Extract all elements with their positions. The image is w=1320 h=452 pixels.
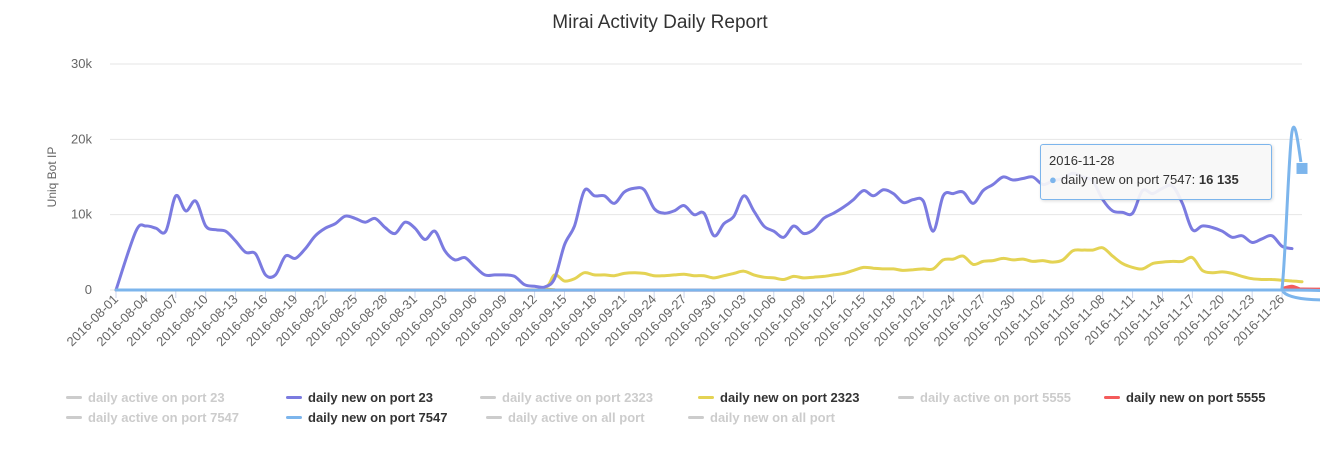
legend-swatch-icon [66,396,82,399]
legend-swatch-icon [1104,396,1120,399]
legend-item-daily-new-on-port-2323[interactable]: daily new on port 2323 [698,390,859,405]
y-tick-label: 20k [71,131,92,146]
legend-label: daily new on port 2323 [720,390,860,405]
tooltip-row: ● daily new on port 7547: 16 135 [1049,172,1239,187]
tooltip-marker [1295,161,1309,175]
series-line-daily-new-on-port-7547 [114,126,1320,302]
legend-label: daily new on port 5555 [1126,390,1266,405]
legend-label: daily active on port 7547 [88,410,240,425]
tooltip-point-marker [1295,161,1309,175]
legend-item-daily-active-on-port-2323[interactable]: daily active on port 2323 [480,390,653,405]
legend-label: daily active on port 2323 [502,390,654,405]
legend-item-daily-new-on-port-7547[interactable]: daily new on port 7547 [286,410,447,425]
y-axis-ticks: 0 10k 20k 30k [71,56,92,297]
legend-label: daily active on all port [508,410,645,425]
legend-item-daily-active-on-all-port[interactable]: daily active on all port [486,410,645,425]
legend-swatch-icon [698,396,714,399]
x-axis: 2016-08-012016-08-042016-08-072016-08-10… [63,289,1302,349]
legend-item-daily-new-on-port-23[interactable]: daily new on port 23 [286,390,433,405]
legend-item-daily-new-on-port-5555[interactable]: daily new on port 5555 [1104,390,1265,405]
legend-swatch-icon [480,396,496,399]
legend-swatch-icon [286,396,302,399]
legend-swatch-icon [286,416,302,419]
legend-item-daily-active-on-port-7547[interactable]: daily active on port 7547 [66,410,239,425]
tooltip-date: 2016-11-28 [1049,153,1115,168]
y-tick-label: 30k [71,56,92,71]
legend-label: daily active on port 5555 [920,390,1072,405]
legend-label: daily new on all port [710,410,835,425]
legend-label: daily new on port 7547 [308,410,448,425]
legend-swatch-icon [486,416,502,419]
y-tick-label: 10k [71,207,92,222]
y-axis-label: Uniq Bot IP [45,147,59,208]
legend-label: daily new on port 23 [308,390,433,405]
legend-label: daily active on port 23 [88,390,225,405]
legend-swatch-icon [688,416,704,419]
legend-item-daily-active-on-port-23[interactable]: daily active on port 23 [66,390,225,405]
legend-swatch-icon [66,416,82,419]
series-line-daily-new-on-port-2323 [114,246,1304,292]
tooltip-dot-icon: ● [1049,172,1057,187]
tooltip: 2016-11-28 ● daily new on port 7547: 16 1… [1040,144,1272,200]
legend-swatch-icon [898,396,914,399]
legend-item-daily-active-on-port-5555[interactable]: daily active on port 5555 [898,390,1071,405]
tooltip-value: 16 135 [1198,172,1239,187]
chart-title: Mirai Activity Daily Report [552,12,768,33]
y-tick-label: 0 [85,282,92,297]
legend-item-daily-new-on-all-port[interactable]: daily new on all port [688,410,835,425]
tooltip-series: daily new on port 7547 [1060,172,1192,187]
